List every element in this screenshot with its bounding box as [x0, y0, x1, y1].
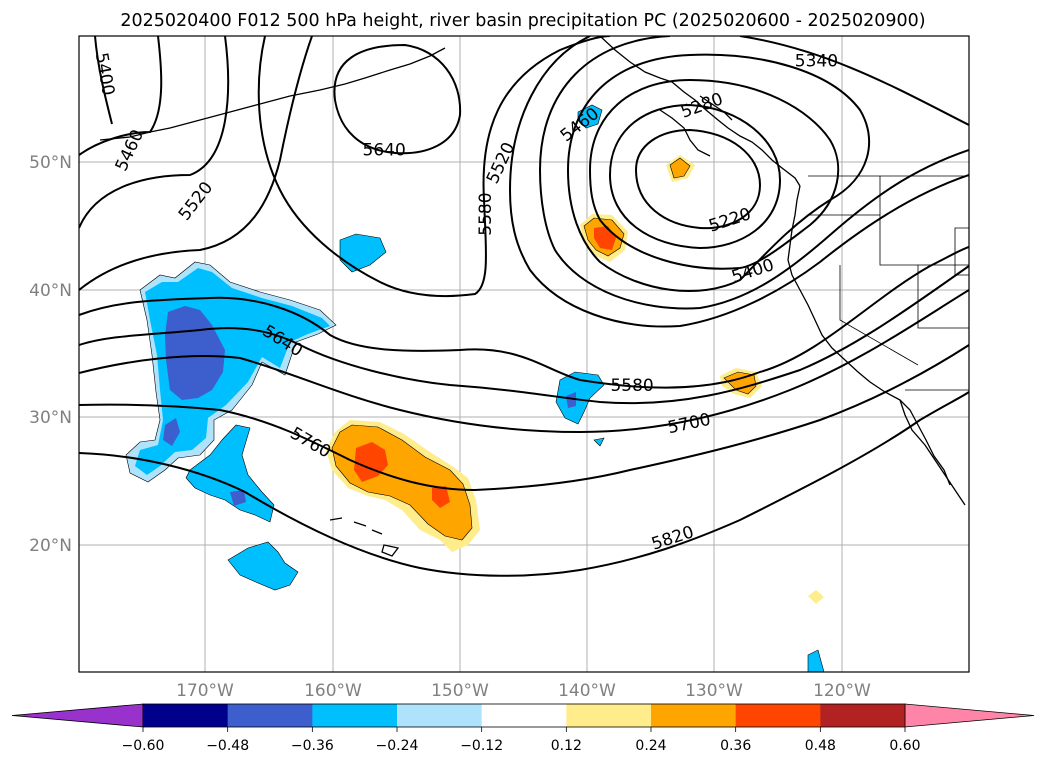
- colorbar-tick-label: −0.24: [376, 738, 419, 754]
- colorbar-tick-label: −0.12: [460, 738, 503, 754]
- colorbar-segment: [143, 704, 229, 727]
- contour-5700-band: [79, 289, 969, 434]
- precip-region-mid-dark: [566, 392, 576, 408]
- precip-region-mexico-blue: [807, 649, 825, 672]
- colorbar-frame: [142, 703, 906, 728]
- lon-label-170w: 170°W: [176, 681, 234, 701]
- colorbar-segment: [481, 704, 567, 727]
- precip-positive-regions: [326, 155, 824, 604]
- colorbar-segment: [820, 704, 906, 727]
- colorbar-extend-max: [904, 703, 1035, 728]
- contour-label-5580: 5580: [610, 376, 653, 396]
- lat-label-20n: 20°N: [29, 536, 72, 556]
- longitude-labels: 170°W 160°W 150°W 140°W 130°W 120°W: [176, 681, 871, 701]
- precip-region-mid-blue: [555, 371, 605, 425]
- colorbar-tick-label: −0.36: [291, 738, 334, 754]
- contour-label-group: 5340: [795, 51, 838, 71]
- colorbar-tick-label: 0.60: [889, 738, 920, 754]
- coastlines: [99, 36, 966, 557]
- colorbar-segment: [227, 704, 313, 727]
- lon-label-160w: 160°W: [304, 681, 362, 701]
- precip-region-chain-blue: [185, 424, 275, 523]
- contour-label-5580: 5580: [476, 192, 496, 235]
- colorbar-segment: [397, 704, 483, 727]
- precip-region-tiny-yellow: [808, 590, 824, 604]
- contour-label-group: 5580: [476, 192, 496, 235]
- height-contours: [79, 36, 969, 577]
- contour-low-5340: [588, 78, 840, 270]
- hawaii-islands: [329, 517, 400, 557]
- alaska-coastline: [599, 36, 801, 187]
- us-west-coast: [787, 185, 966, 506]
- colorbar-tick-label: 0.36: [720, 738, 751, 754]
- contour-5580-band: [79, 246, 969, 389]
- contour-5400-west: [94, 36, 113, 125]
- precip-region-south-dark: [163, 418, 180, 446]
- colorbar-segment: [651, 704, 737, 727]
- contour-low-5520: [509, 36, 969, 328]
- colorbar-segment: [312, 704, 398, 727]
- contour-5640-bubble: [333, 43, 462, 155]
- map-frame: [78, 35, 970, 673]
- baja-california: [899, 399, 951, 486]
- colorbar-extend-min: [11, 703, 144, 728]
- contour-5520-west: [79, 36, 230, 229]
- lat-label-40n: 40°N: [29, 281, 72, 301]
- contour-label-5640: 5640: [363, 140, 406, 160]
- colorbar-tick-label: −0.48: [206, 738, 249, 754]
- contour-label-group: 5640: [363, 140, 406, 160]
- contour-5640-band: [79, 265, 969, 405]
- precip-region-bc-orange-core: [669, 157, 691, 179]
- lon-label-120w: 120°W: [813, 681, 871, 701]
- contour-5640-north: [257, 36, 611, 298]
- precip-region-small-blue: [593, 437, 605, 447]
- precip-region-north-blue: [339, 233, 387, 273]
- precip-region-chain-dark: [230, 490, 246, 506]
- contour-5820-band: [79, 391, 969, 577]
- contour-low-5400: [566, 53, 871, 292]
- lat-label-50n: 50°N: [29, 153, 72, 173]
- colorbar-tick-label: −0.60: [122, 738, 165, 754]
- colorbar-tick-label: 0.12: [551, 738, 582, 754]
- precip-region-sw-blue: [227, 541, 299, 591]
- contour-label-group: 5580: [610, 376, 653, 396]
- map-title: 2025020400 F012 500 hPa height, river ba…: [120, 11, 925, 31]
- contour-label-5340: 5340: [795, 51, 838, 71]
- contour-low-5280: [608, 103, 782, 250]
- colorbar-tick-label: 0.24: [635, 738, 666, 754]
- contour-5520-north: [79, 36, 313, 291]
- aleutian-coastline: [99, 47, 446, 141]
- lon-label-130w: 130°W: [685, 681, 743, 701]
- latitude-labels: 50°N 40°N 30°N 20°N: [29, 153, 72, 556]
- colorbar-segment: [735, 704, 821, 727]
- lon-label-140w: 140°W: [558, 681, 616, 701]
- colorbar-segment: [566, 704, 652, 727]
- bc-islands: [659, 95, 733, 157]
- contour-5760-band: [79, 344, 969, 492]
- colorbar: −0.60 −0.48 −0.36 −0.24 −0.12 0.12 0.24 0.36 0.4…: [11, 703, 1035, 754]
- contour-low-5460: [539, 36, 969, 310]
- colorbar-tick-label: 0.48: [805, 738, 836, 754]
- contour-low-5220: [634, 128, 762, 230]
- lat-label-30n: 30°N: [29, 408, 72, 428]
- lon-label-150w: 150°W: [431, 681, 489, 701]
- contour-5460-west: [79, 36, 163, 156]
- precip-region-hawaii-red-b: [432, 486, 450, 508]
